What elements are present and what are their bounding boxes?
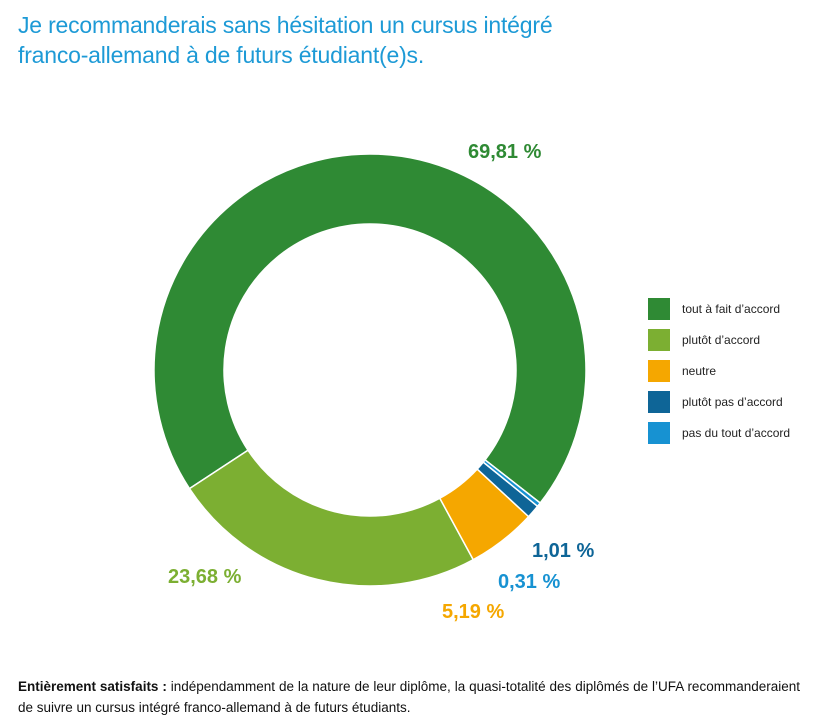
legend-item-tout-a-fait-d-accord: tout à fait d’accord [648,298,790,320]
legend-label-pas-du-tout-d-accord: pas du tout d’accord [682,426,791,440]
legend-swatch-tout-a-fait-d-accord [648,298,670,320]
legend-item-neutre: neutre [648,360,790,382]
legend-label-plutot-d-accord: plutôt d’accord [682,333,761,347]
chart-title-line-1: Je recommanderais sans hésitation un cur… [18,12,553,38]
legend-swatch-neutre [648,360,670,382]
legend-item-pas-du-tout-d-accord: pas du tout d’accord [648,422,790,444]
legend-item-plutot-d-accord: plutôt d’accord [648,329,790,351]
value-label-neutre: 5,19 % [442,601,504,623]
legend-label-tout-a-fait-d-accord: tout à fait d’accord [682,302,781,316]
legend-swatch-plutot-pas-d-accord [648,391,670,413]
legend: tout à fait d’accord plutôt d’accord neu… [648,298,790,453]
chart-title-line-2: franco-allemand à de futurs étudiant(e)s… [18,42,425,68]
slice-tout-a-fait-d-accord [153,153,587,505]
chart-title: Je recommanderais sans hésitation un cur… [18,10,798,70]
value-label-plutot-d-accord: 23,68 % [168,566,242,588]
legend-swatch-plutot-d-accord [648,329,670,351]
caption-text: indépendamment de la nature de leur dipl… [18,679,800,715]
slice-plutot-d-accord [188,449,475,587]
legend-item-plutot-pas-d-accord: plutôt pas d’accord [648,391,790,413]
legend-label-neutre: neutre [682,364,717,378]
value-label-tout-a-fait-d-accord: 69,81 % [468,141,542,163]
caption-bold: Entièrement satisfaits : [18,679,167,694]
legend-label-plutot-pas-d-accord: plutôt pas d’accord [682,395,783,409]
donut-chart: 69,81 % 23,68 % 5,19 % 1,01 % 0,31 % [153,141,594,623]
slice-pas-du-tout-d-accord [482,458,542,508]
value-label-plutot-pas-d-accord: 1,01 % [532,540,594,562]
legend-swatch-pas-du-tout-d-accord [648,422,670,444]
value-label-pas-du-tout-d-accord: 0,31 % [498,571,560,593]
caption: Entièrement satisfaits : indépendamment … [18,676,800,718]
